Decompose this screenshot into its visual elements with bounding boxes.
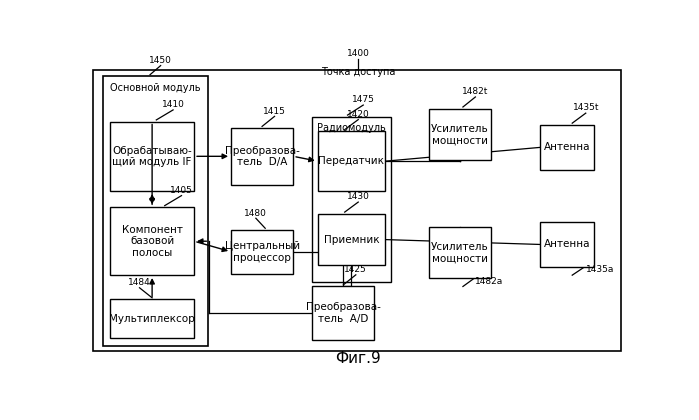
- Bar: [312, 117, 391, 282]
- Bar: [540, 222, 594, 267]
- Text: 1425: 1425: [345, 265, 367, 274]
- Text: 1435a: 1435a: [586, 265, 614, 274]
- Text: Антенна: Антенна: [544, 142, 590, 152]
- Bar: [540, 125, 594, 170]
- Bar: [110, 121, 194, 191]
- Text: Усилитель
мощности: Усилитель мощности: [431, 242, 489, 263]
- Text: 1482a: 1482a: [475, 277, 504, 286]
- Text: Мультиплексор: Мультиплексор: [109, 314, 195, 324]
- Bar: [428, 227, 491, 278]
- Text: 1410: 1410: [161, 100, 185, 109]
- Bar: [317, 131, 385, 191]
- Text: Усилитель
мощности: Усилитель мощности: [431, 123, 489, 145]
- Text: Основной модуль: Основной модуль: [110, 83, 201, 93]
- Text: 1475: 1475: [352, 95, 375, 105]
- Text: Преобразова-
тель  A/D: Преобразова- тель A/D: [306, 302, 381, 324]
- Bar: [312, 286, 375, 340]
- Bar: [110, 207, 194, 275]
- Bar: [93, 70, 621, 351]
- Text: 1480: 1480: [245, 209, 267, 218]
- Text: Антенна: Антенна: [544, 239, 590, 249]
- Bar: [103, 76, 208, 346]
- Text: Центральный
процессор: Центральный процессор: [224, 241, 300, 262]
- Text: Фиг.9: Фиг.9: [336, 351, 381, 366]
- Text: Точка доступа: Точка доступа: [321, 67, 396, 77]
- Text: 1415: 1415: [263, 107, 286, 116]
- Text: Обрабатываю-
щий модуль IF: Обрабатываю- щий модуль IF: [113, 145, 192, 167]
- Bar: [231, 128, 294, 185]
- Text: Преобразова-
тель  D/A: Преобразова- тель D/A: [224, 145, 299, 167]
- Text: Радиомодуль: Радиомодуль: [317, 123, 386, 133]
- Bar: [428, 109, 491, 160]
- Text: Приемник: Приемник: [324, 235, 380, 244]
- Bar: [317, 214, 385, 265]
- Text: 1450: 1450: [149, 56, 172, 65]
- Bar: [110, 299, 194, 338]
- Text: 1405: 1405: [170, 186, 193, 195]
- Text: Передатчик: Передатчик: [319, 156, 384, 166]
- Text: 1482t: 1482t: [462, 87, 489, 96]
- Text: 1435t: 1435t: [572, 103, 599, 113]
- Bar: [231, 230, 294, 273]
- Text: 1400: 1400: [347, 50, 370, 58]
- Text: 1430: 1430: [347, 192, 370, 202]
- Text: 1484: 1484: [128, 278, 151, 287]
- Text: 1420: 1420: [347, 110, 370, 119]
- Text: Компонент
базовой
полосы: Компонент базовой полосы: [122, 225, 182, 258]
